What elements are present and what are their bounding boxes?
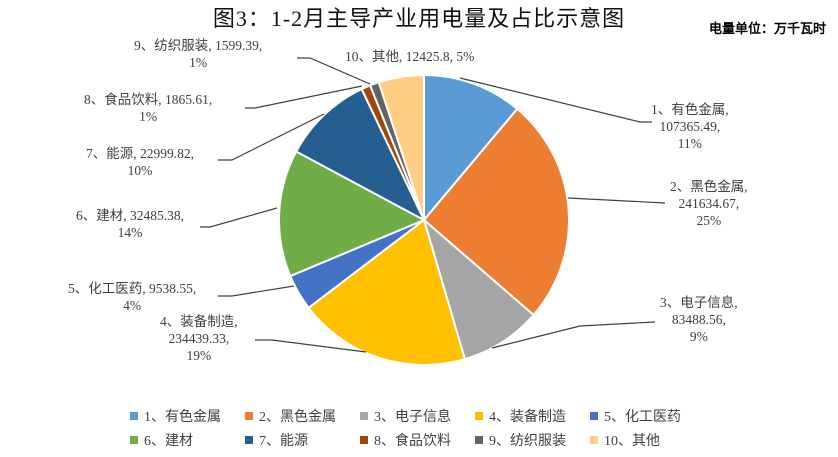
legend-swatch-icon [590,412,598,420]
data-label-4: 4、装备制造, 234439.33, 19% [160,314,238,363]
legend-swatch-icon [360,412,368,420]
legend-item-6[interactable]: 6、建材 [130,430,245,450]
leader-line-6 [200,207,278,228]
legend-item-2[interactable]: 2、黑色金属 [245,406,360,426]
data-label-2: 2、黑色金属, 241634.67, 25% [670,179,748,228]
leader-line-5 [218,285,295,297]
data-label-9: 9、纺织服装, 1599.39, 1% [134,38,263,70]
pie-slice-10[interactable] [377,73,425,221]
legend-item-3[interactable]: 3、电子信息 [360,406,475,426]
legend-swatch-icon [475,412,483,420]
pie-slice-6[interactable] [278,150,427,278]
pie-slice-2[interactable] [422,107,570,317]
unit-label: 电量单位：万千瓦时 [708,22,826,37]
data-label-10: 10、其他, 12425.8, 5% [345,49,475,64]
legend-item-10[interactable]: 10、其他 [590,430,705,450]
legend-swatch-icon [475,436,483,444]
legend-item-8[interactable]: 8、食品饮料 [360,430,475,450]
chart-title: 图3：1-2月主导产业用电量及占比示意图 [212,6,626,31]
pie-slice-4[interactable] [307,218,467,366]
legend-item-4[interactable]: 4、装备制造 [475,406,590,426]
legend-swatch-icon [360,436,368,444]
data-label-3: 3、电子信息, 83488.56, 9% [660,295,738,344]
data-label-6: 6、建材, 32485.38, 14% [76,208,184,240]
data-label-1: 1、有色金属, 107365.49, 11% [651,102,729,151]
leader-line-8 [245,85,363,109]
pie-slice-7[interactable] [294,87,427,223]
leader-line-2 [567,197,666,204]
legend-swatch-icon [590,436,598,444]
data-label-8: 8、食品饮料, 1865.61, 1% [84,92,213,124]
legend-item-9[interactable]: 9、纺织服装 [475,430,590,450]
data-label-7: 7、能源, 22999.82, 10% [86,146,194,178]
legend-swatch-icon [130,412,138,420]
legend-item-7[interactable]: 7、能源 [245,430,360,450]
leader-lines [200,57,666,353]
legend-swatch-icon [245,436,253,444]
legend-swatch-icon [130,436,138,444]
legend: 1、有色金属 2、黑色金属 3、电子信息 4、装备制造 5、化工医药 6、建材 … [130,404,730,452]
leader-line-7 [218,113,325,161]
leader-line-3 [491,321,656,349]
pie-slices [278,73,570,366]
leader-line-4 [255,339,367,353]
legend-swatch-icon [245,412,253,420]
data-label-5: 5、化工医药, 9538.55, 4% [68,281,197,313]
pie-slice-1[interactable] [423,73,519,223]
legend-item-1[interactable]: 1、有色金属 [130,406,245,426]
legend-item-5[interactable]: 5、化工医药 [590,406,705,426]
leader-line-9 [297,57,371,85]
leader-line-1 [459,77,652,123]
pie-slice-3[interactable] [422,217,535,361]
